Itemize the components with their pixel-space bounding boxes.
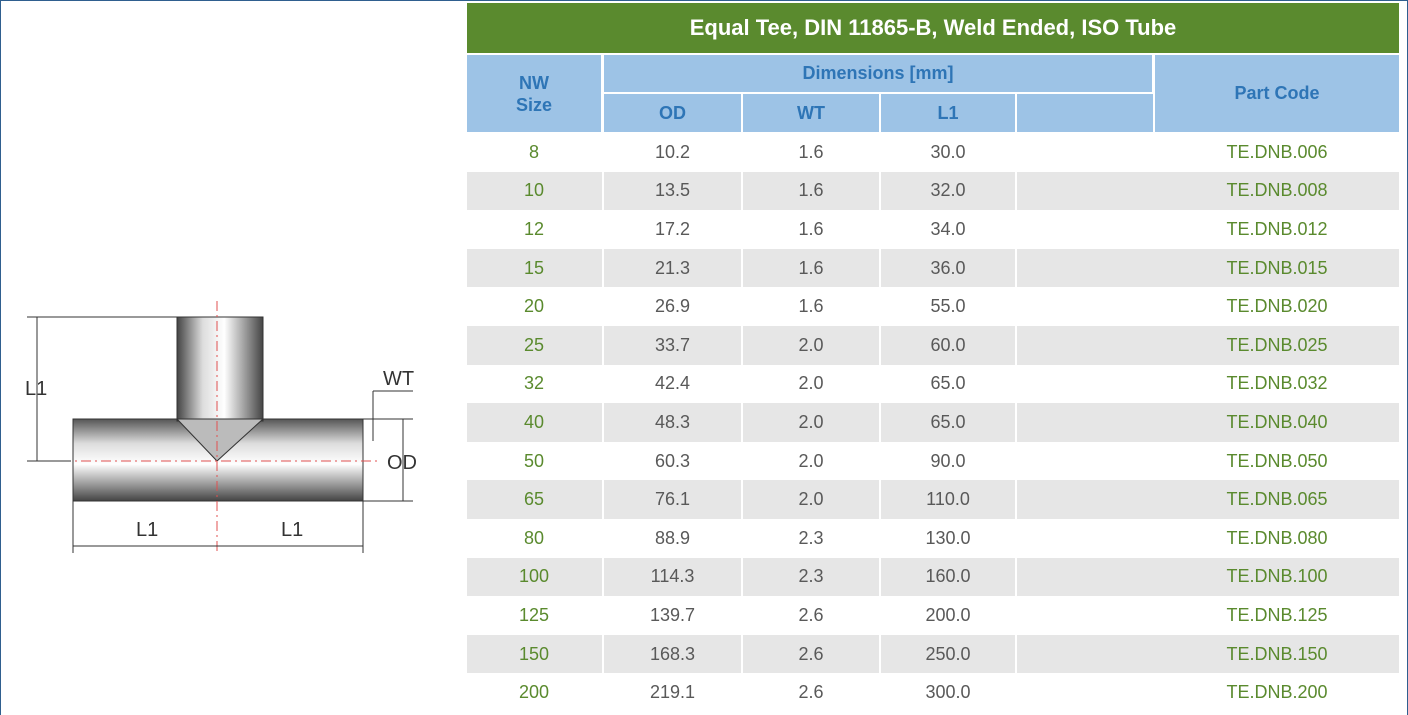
dimension-value: 30.0	[881, 133, 1015, 172]
dimension-value: 200.0	[881, 596, 1015, 635]
dimension-value: 2.6	[743, 596, 879, 635]
dimension-value: 13.5	[604, 172, 741, 211]
dimension-value: 1.6	[743, 172, 879, 211]
part-code: TE.DNB.015	[1155, 249, 1399, 288]
header-text: Size	[516, 94, 552, 116]
dimension-value: 60.0	[881, 326, 1015, 365]
cell-divider	[1015, 480, 1017, 519]
header-text: NW	[519, 72, 549, 94]
part-code: TE.DNB.100	[1155, 558, 1399, 597]
part-code: TE.DNB.032	[1155, 365, 1399, 404]
nw-size: 20	[467, 287, 601, 326]
dimension-value: 130.0	[881, 519, 1015, 558]
dimension-value: 55.0	[881, 287, 1015, 326]
dimension-value: 36.0	[881, 249, 1015, 288]
part-code: TE.DNB.040	[1155, 403, 1399, 442]
dimension-value: 139.7	[604, 596, 741, 635]
dimension-value: 168.3	[604, 635, 741, 674]
dim-label: OD	[387, 452, 417, 474]
tee-diagram: L1 WT OD L1 L1	[1, 1, 461, 715]
dimension-value: 2.3	[743, 519, 879, 558]
dimension-value: 2.6	[743, 673, 879, 712]
cell-divider	[1015, 403, 1017, 442]
dimension-value: 33.7	[604, 326, 741, 365]
dim-label: L1	[136, 519, 158, 541]
sub-header: L1	[881, 94, 1015, 132]
cell-divider	[1015, 326, 1017, 365]
part-code: TE.DNB.006	[1155, 133, 1399, 172]
dimension-value: 42.4	[604, 365, 741, 404]
dimension-value: 1.6	[743, 287, 879, 326]
dimension-value: 300.0	[881, 673, 1015, 712]
dimension-value: 21.3	[604, 249, 741, 288]
nw-size: 15	[467, 249, 601, 288]
title-bar: Equal Tee, DIN 11865-B, Weld Ended, ISO …	[467, 3, 1399, 53]
nw-size: 12	[467, 210, 601, 249]
dimension-value: 2.0	[743, 365, 879, 404]
cell-divider	[1015, 635, 1017, 674]
nw-size: 125	[467, 596, 601, 635]
nw-size: 32	[467, 365, 601, 404]
sub-header: OD	[604, 94, 741, 132]
dimensions-header: Dimensions [mm]	[604, 55, 1152, 92]
dimension-value: 90.0	[881, 442, 1015, 481]
dimension-value: 76.1	[604, 480, 741, 519]
dimension-value: 65.0	[881, 403, 1015, 442]
dimension-value: 160.0	[881, 558, 1015, 597]
nw-size: 80	[467, 519, 601, 558]
part-code: TE.DNB.200	[1155, 673, 1399, 712]
dim-label: L1	[281, 519, 303, 541]
dimension-value: 114.3	[604, 558, 741, 597]
nw-size: 65	[467, 480, 601, 519]
part-code: TE.DNB.050	[1155, 442, 1399, 481]
dimension-value: 219.1	[604, 673, 741, 712]
dimension-value: 2.6	[743, 635, 879, 674]
dimension-value: 48.3	[604, 403, 741, 442]
dim-label: L1	[25, 378, 47, 400]
dimension-value: 32.0	[881, 172, 1015, 211]
dimension-value: 65.0	[881, 365, 1015, 404]
part-code: TE.DNB.080	[1155, 519, 1399, 558]
dimension-value: 2.0	[743, 442, 879, 481]
cell-divider	[1015, 558, 1017, 597]
dimension-value: 60.3	[604, 442, 741, 481]
dimension-value: 17.2	[604, 210, 741, 249]
cell-divider	[1015, 172, 1017, 211]
dimension-value: 2.3	[743, 558, 879, 597]
cell-divider	[1015, 249, 1017, 288]
nw-size: 40	[467, 403, 601, 442]
dimension-value: 2.0	[743, 403, 879, 442]
dim-label: WT	[383, 368, 414, 390]
sub-header: WT	[743, 94, 879, 132]
page: L1 WT OD L1 L1 Equal Tee, DIN 11865-B, W…	[0, 0, 1408, 715]
nw-size-header: NWSize	[467, 55, 601, 132]
dimension-value: 10.2	[604, 133, 741, 172]
dimension-value: 26.9	[604, 287, 741, 326]
dimension-value: 110.0	[881, 480, 1015, 519]
part-code: TE.DNB.012	[1155, 210, 1399, 249]
part-code-header: Part Code	[1155, 55, 1399, 132]
dimension-value: 2.0	[743, 326, 879, 365]
dimension-value: 1.6	[743, 210, 879, 249]
part-code: TE.DNB.150	[1155, 635, 1399, 674]
dimension-value: 250.0	[881, 635, 1015, 674]
nw-size: 100	[467, 558, 601, 597]
dimension-value: 34.0	[881, 210, 1015, 249]
part-code: TE.DNB.008	[1155, 172, 1399, 211]
part-code: TE.DNB.125	[1155, 596, 1399, 635]
nw-size: 10	[467, 172, 601, 211]
dimension-value: 88.9	[604, 519, 741, 558]
dimension-value: 1.6	[743, 249, 879, 288]
nw-size: 50	[467, 442, 601, 481]
nw-size: 8	[467, 133, 601, 172]
nw-size: 150	[467, 635, 601, 674]
nw-size: 25	[467, 326, 601, 365]
sub-header	[1017, 94, 1153, 132]
part-code: TE.DNB.065	[1155, 480, 1399, 519]
dimension-value: 2.0	[743, 480, 879, 519]
part-code: TE.DNB.025	[1155, 326, 1399, 365]
part-code: TE.DNB.020	[1155, 287, 1399, 326]
dimension-value: 1.6	[743, 133, 879, 172]
nw-size: 200	[467, 673, 601, 712]
